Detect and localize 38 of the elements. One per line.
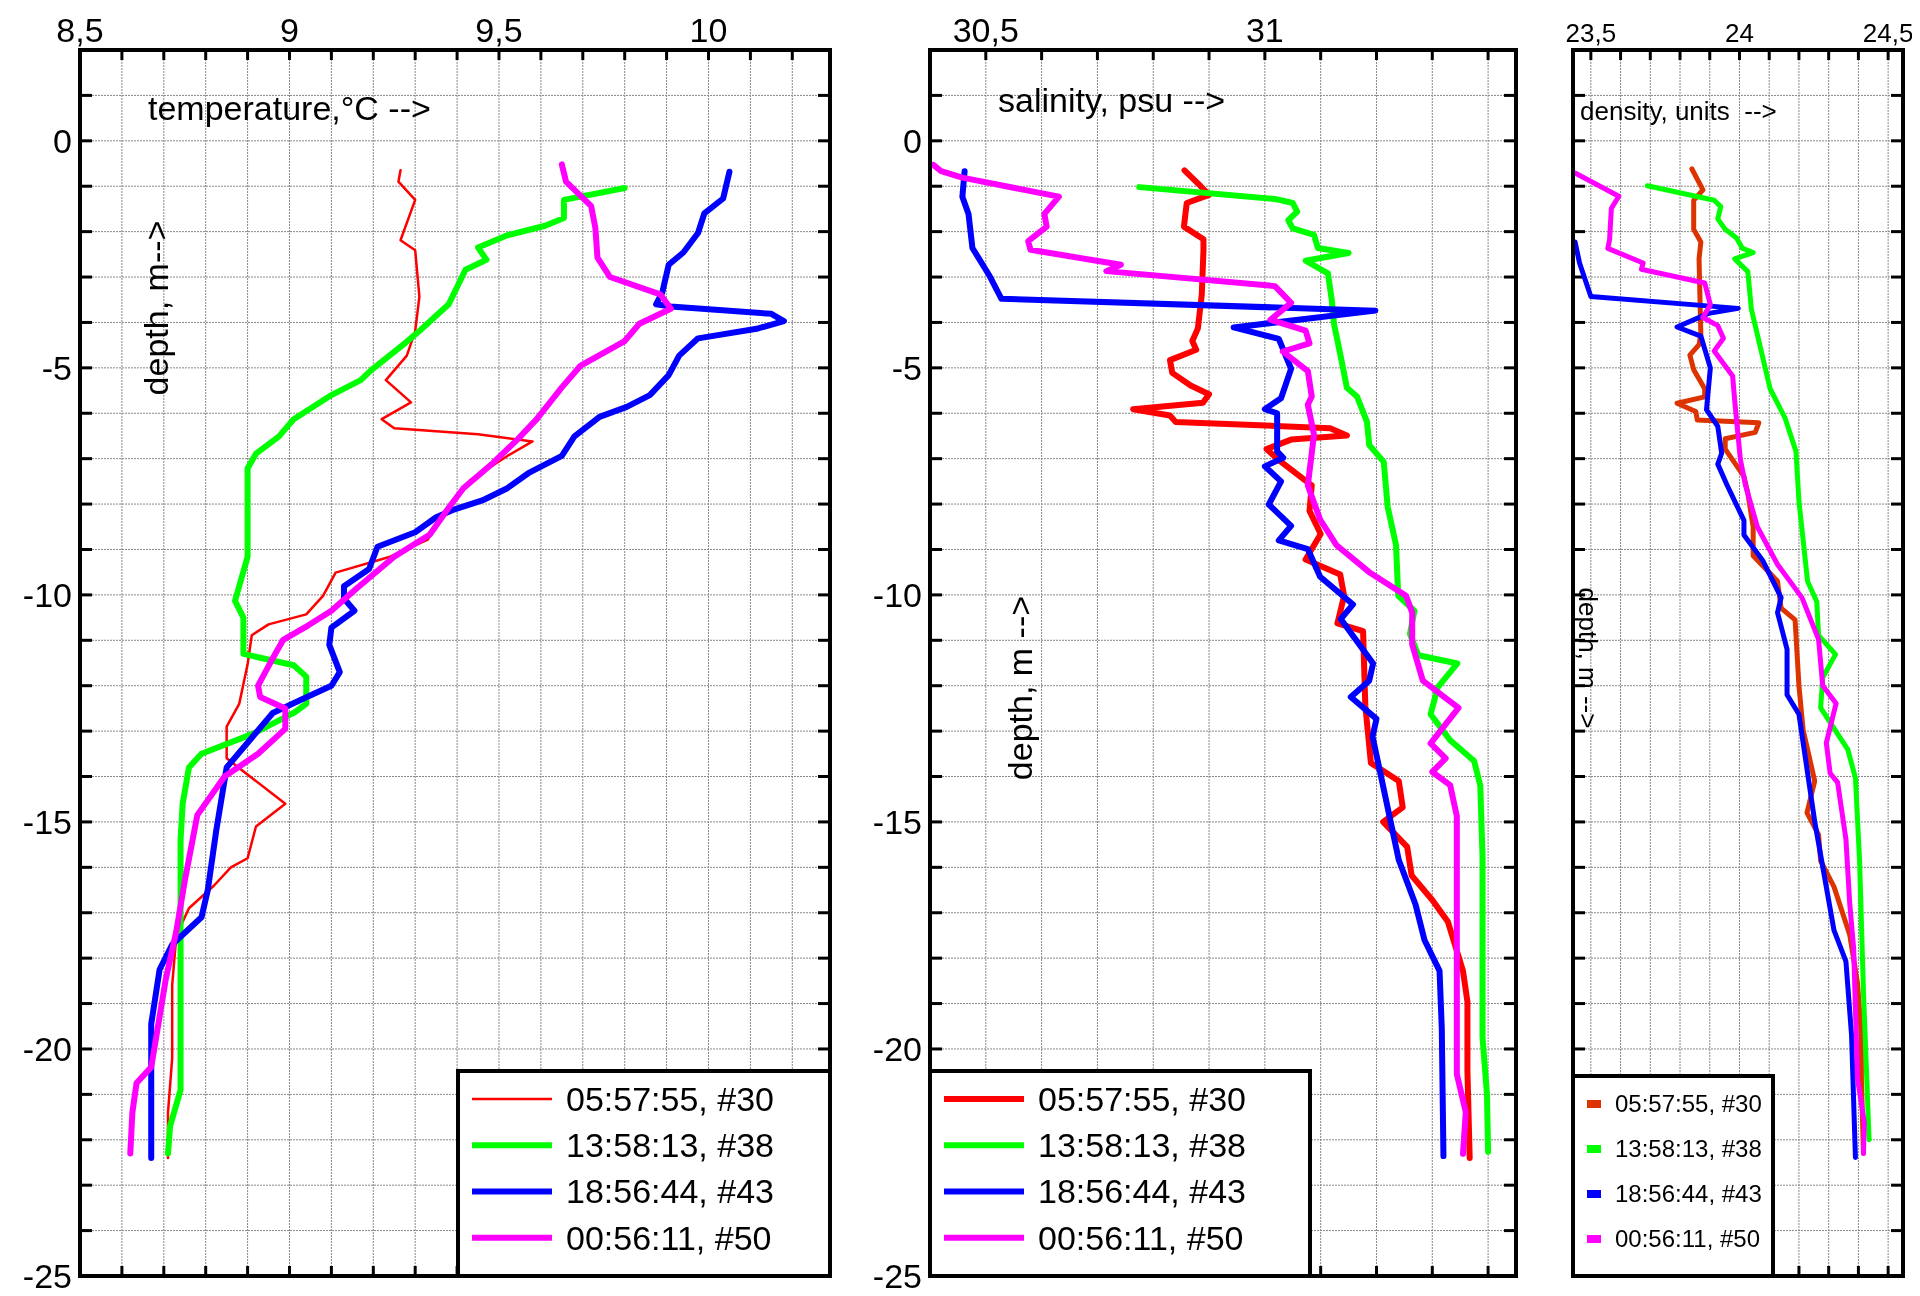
legend-label: 05:57:55, #30 xyxy=(1038,1079,1246,1118)
legend-label: 00:56:11, #50 xyxy=(1615,1225,1761,1253)
y-tick-label: -25 xyxy=(22,1256,72,1295)
legend-label: 18:56:44, #43 xyxy=(1615,1180,1762,1208)
y-tick-label: -25 xyxy=(872,1256,922,1295)
x-tick-label: 8,5 xyxy=(56,11,104,49)
y-tick-label: 0 xyxy=(903,121,922,160)
y-tick-label: -15 xyxy=(872,802,922,841)
legend-label: 00:56:11, #50 xyxy=(566,1218,772,1257)
legend-label: 00:56:11, #50 xyxy=(1038,1218,1244,1257)
y-tick-label: -15 xyxy=(22,802,72,841)
y-tick-label: 0 xyxy=(53,121,72,160)
x-tick-label: 24,5 xyxy=(1862,18,1914,48)
x-axis-title: temperature,°C --> xyxy=(148,89,431,127)
x-tick-label: 9 xyxy=(280,11,299,49)
y-tick-label: -20 xyxy=(872,1029,922,1068)
legend-label: 13:58:13, #38 xyxy=(566,1126,774,1165)
y-tick-label: -5 xyxy=(891,348,922,387)
x-tick-label: 31 xyxy=(1245,11,1284,49)
x-axis-title: salinity, psu --> xyxy=(998,81,1226,119)
x-axis-title: density, units --> xyxy=(1580,96,1777,126)
legend-label: 18:56:44, #43 xyxy=(1038,1172,1246,1211)
y-axis-title: depth, m--> xyxy=(136,220,175,396)
legend-label: 13:58:13, #38 xyxy=(1615,1135,1762,1163)
y-tick-label: -5 xyxy=(41,348,72,387)
legend-label: 13:58:13, #38 xyxy=(1038,1126,1246,1165)
legend-label: 05:57:55, #30 xyxy=(1615,1090,1762,1118)
x-tick-label: 24 xyxy=(1725,18,1754,48)
legend-label: 18:56:44, #43 xyxy=(566,1172,774,1211)
x-tick-label: 23,5 xyxy=(1565,18,1617,48)
y-tick-label: -10 xyxy=(22,575,72,614)
x-tick-label: 30,5 xyxy=(952,11,1019,49)
x-tick-label: 9,5 xyxy=(475,11,523,49)
y-tick-label: -10 xyxy=(872,575,922,614)
legend-label: 05:57:55, #30 xyxy=(566,1079,774,1118)
x-tick-label: 10 xyxy=(689,11,728,49)
y-axis-title: depth, m --> xyxy=(1000,595,1039,781)
y-tick-label: -20 xyxy=(22,1029,72,1068)
